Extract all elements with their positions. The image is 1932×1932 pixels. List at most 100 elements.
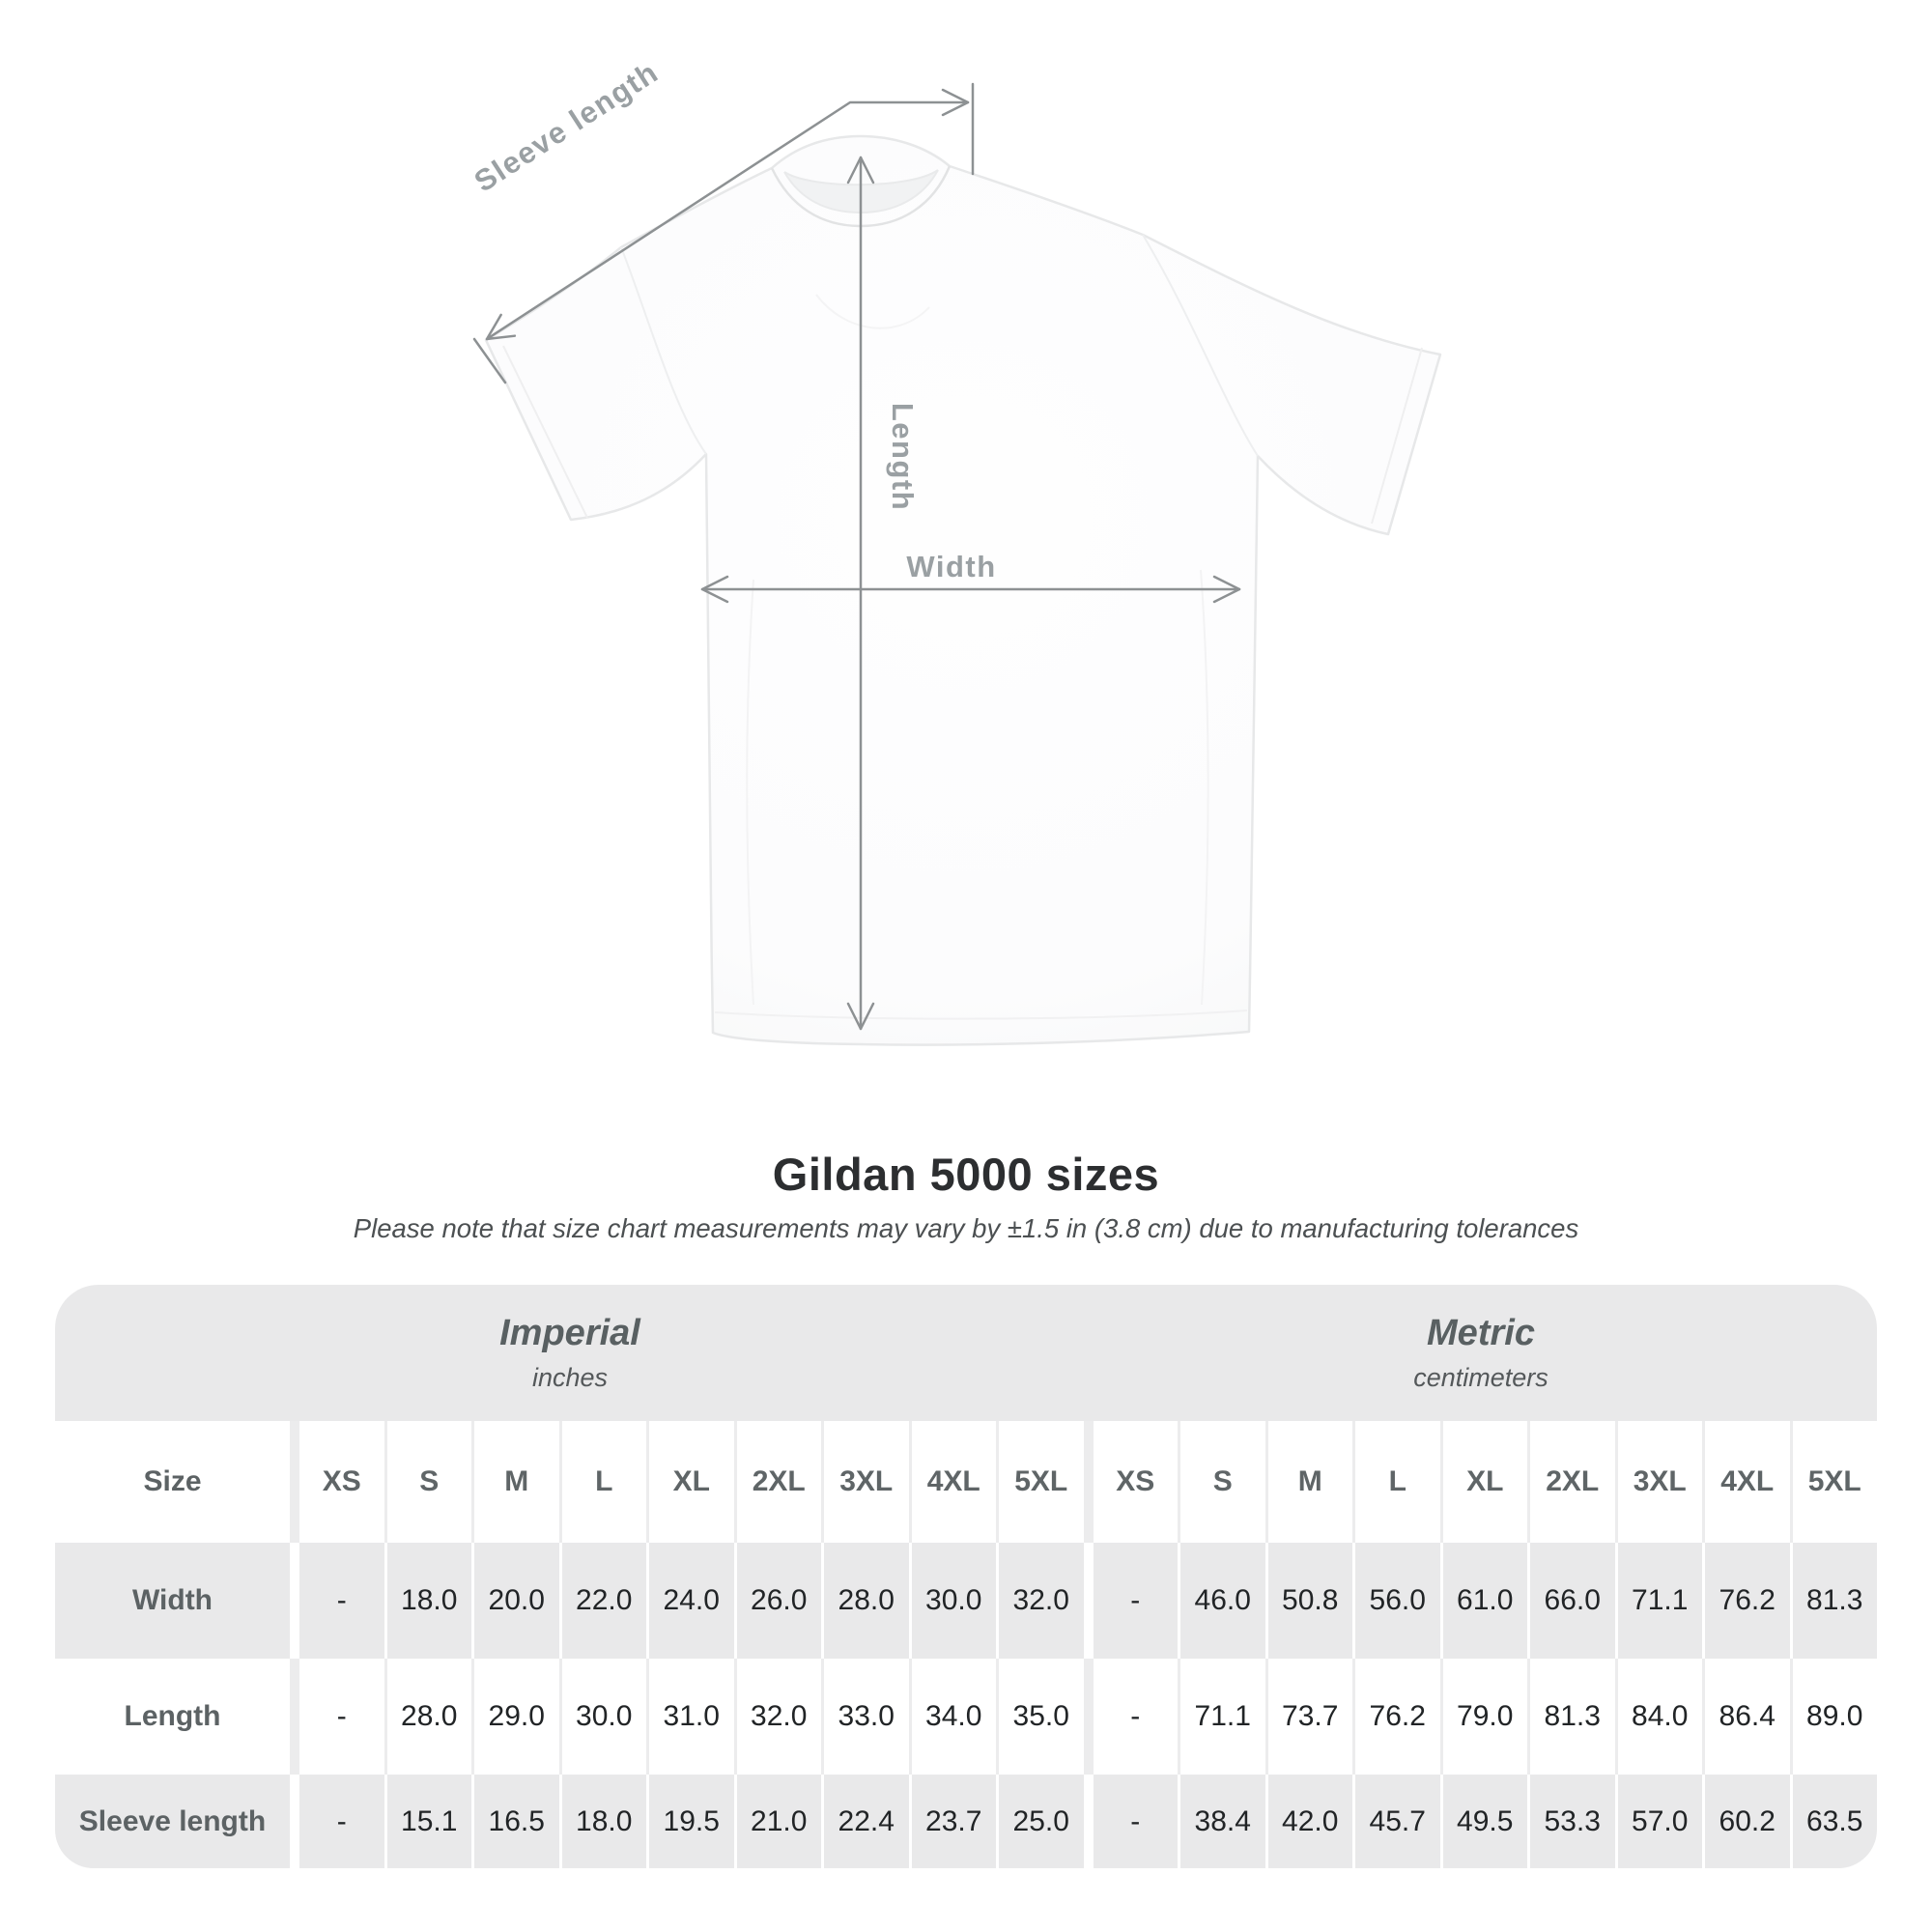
value-cell: 30.0 xyxy=(911,1543,996,1659)
column-gap xyxy=(293,1775,297,1868)
value-cell: - xyxy=(299,1543,384,1659)
metric-header: Metric centimeters xyxy=(1085,1285,1877,1421)
value-cell: 30.0 xyxy=(561,1659,646,1775)
value-cell: 79.0 xyxy=(1442,1659,1527,1775)
value-cell: 49.5 xyxy=(1442,1775,1527,1868)
value-cell: 16.5 xyxy=(474,1775,559,1868)
value-cell: 66.0 xyxy=(1530,1543,1615,1659)
sleeve-length-line xyxy=(472,82,975,384)
length-line xyxy=(846,156,875,1031)
value-cell: 76.2 xyxy=(1355,1659,1440,1775)
value-cell: 63.5 xyxy=(1792,1775,1877,1868)
size-header-cell: 3XL xyxy=(1617,1421,1702,1543)
size-header-cell: M xyxy=(1267,1421,1352,1543)
value-cell: 28.0 xyxy=(824,1543,909,1659)
size-header-cell: XL xyxy=(1442,1421,1527,1543)
imperial-header: Imperial inches xyxy=(55,1285,1085,1421)
value-cell: 61.0 xyxy=(1442,1543,1527,1659)
value-cell: 22.0 xyxy=(561,1543,646,1659)
value-cell: 19.5 xyxy=(649,1775,734,1868)
imperial-name: Imperial xyxy=(499,1313,640,1353)
value-cell: 57.0 xyxy=(1617,1775,1702,1868)
value-cell: 23.7 xyxy=(911,1775,996,1868)
width-label: Width xyxy=(906,550,996,583)
value-cell: 29.0 xyxy=(474,1659,559,1775)
metric-unit: centimeters xyxy=(1413,1363,1548,1392)
column-gap xyxy=(1087,1775,1091,1868)
column-gap xyxy=(293,1421,297,1543)
value-cell: 50.8 xyxy=(1267,1543,1352,1659)
value-cell: - xyxy=(299,1659,384,1775)
table-row-sleeve-length: Sleeve length - 15.1 16.5 18.0 19.5 21.0… xyxy=(55,1775,1877,1868)
tolerance-note: Please note that size chart measurements… xyxy=(353,1213,1579,1243)
sleeve-length-label: Sleeve length xyxy=(469,55,665,199)
size-header-cell: M xyxy=(474,1421,559,1543)
size-header-cell: L xyxy=(1355,1421,1440,1543)
table-row-width: Width - 18.0 20.0 22.0 24.0 26.0 28.0 30… xyxy=(55,1543,1877,1659)
sleeve-end-tick xyxy=(472,337,507,384)
value-cell: 18.0 xyxy=(561,1775,646,1868)
value-cell: 20.0 xyxy=(474,1543,559,1659)
size-col-header: Size xyxy=(55,1421,290,1543)
size-header-cell: XS xyxy=(299,1421,384,1543)
value-cell: 18.0 xyxy=(386,1543,471,1659)
imperial-unit: inches xyxy=(531,1363,609,1392)
value-cell: 53.3 xyxy=(1530,1775,1615,1868)
value-cell: 45.7 xyxy=(1355,1775,1440,1868)
value-cell: 25.0 xyxy=(999,1775,1084,1868)
size-header-cell: 5XL xyxy=(999,1421,1084,1543)
length-label: Length xyxy=(886,403,920,511)
column-gap xyxy=(1087,1659,1091,1775)
size-header-cell: S xyxy=(386,1421,471,1543)
size-header-cell: 2XL xyxy=(736,1421,821,1543)
value-cell: 24.0 xyxy=(649,1543,734,1659)
value-cell: 81.3 xyxy=(1530,1659,1615,1775)
size-header-cell: S xyxy=(1180,1421,1265,1543)
size-header-cell: XS xyxy=(1093,1421,1178,1543)
value-cell: 60.2 xyxy=(1705,1775,1790,1868)
value-cell: - xyxy=(1093,1775,1178,1868)
value-cell: 28.0 xyxy=(386,1659,471,1775)
column-gap xyxy=(293,1543,297,1659)
value-cell: 21.0 xyxy=(736,1775,821,1868)
size-header-cell: 3XL xyxy=(824,1421,909,1543)
value-cell: 81.3 xyxy=(1792,1543,1877,1659)
value-cell: 34.0 xyxy=(911,1659,996,1775)
value-cell: 89.0 xyxy=(1792,1659,1877,1775)
value-cell: 22.4 xyxy=(824,1775,909,1868)
value-cell: 26.0 xyxy=(736,1543,821,1659)
column-gap xyxy=(1087,1543,1091,1659)
row-label: Width xyxy=(55,1543,290,1659)
value-cell: 33.0 xyxy=(824,1659,909,1775)
value-cell: 15.1 xyxy=(386,1775,471,1868)
page-title: Gildan 5000 sizes xyxy=(772,1149,1160,1200)
size-header-cell: XL xyxy=(649,1421,734,1543)
value-cell: - xyxy=(299,1775,384,1868)
value-cell: 71.1 xyxy=(1180,1659,1265,1775)
row-label: Length xyxy=(55,1659,290,1775)
column-gap xyxy=(1087,1421,1091,1543)
value-cell: 73.7 xyxy=(1267,1659,1352,1775)
row-label: Sleeve length xyxy=(55,1775,290,1868)
size-header-row: Size XS S M L XL 2XL 3XL 4XL 5XL XS S M … xyxy=(55,1421,1877,1543)
unit-band: Imperial inches Metric centimeters xyxy=(55,1285,1877,1421)
size-header-cell: 4XL xyxy=(911,1421,996,1543)
value-cell: 46.0 xyxy=(1180,1543,1265,1659)
value-cell: 31.0 xyxy=(649,1659,734,1775)
value-cell: 35.0 xyxy=(999,1659,1084,1775)
column-gap xyxy=(293,1659,297,1775)
size-table: Imperial inches Metric centimeters Size … xyxy=(55,1285,1877,1868)
value-cell: 32.0 xyxy=(999,1543,1084,1659)
value-cell: 84.0 xyxy=(1617,1659,1702,1775)
value-cell: 56.0 xyxy=(1355,1543,1440,1659)
value-cell: - xyxy=(1093,1659,1178,1775)
value-cell: 42.0 xyxy=(1267,1775,1352,1868)
size-header-cell: 4XL xyxy=(1705,1421,1790,1543)
tshirt-image xyxy=(484,134,1442,1046)
value-cell: 76.2 xyxy=(1705,1543,1790,1659)
size-header-cell: L xyxy=(561,1421,646,1543)
width-line xyxy=(700,575,1241,604)
table-row-length: Length - 28.0 29.0 30.0 31.0 32.0 33.0 3… xyxy=(55,1659,1877,1775)
